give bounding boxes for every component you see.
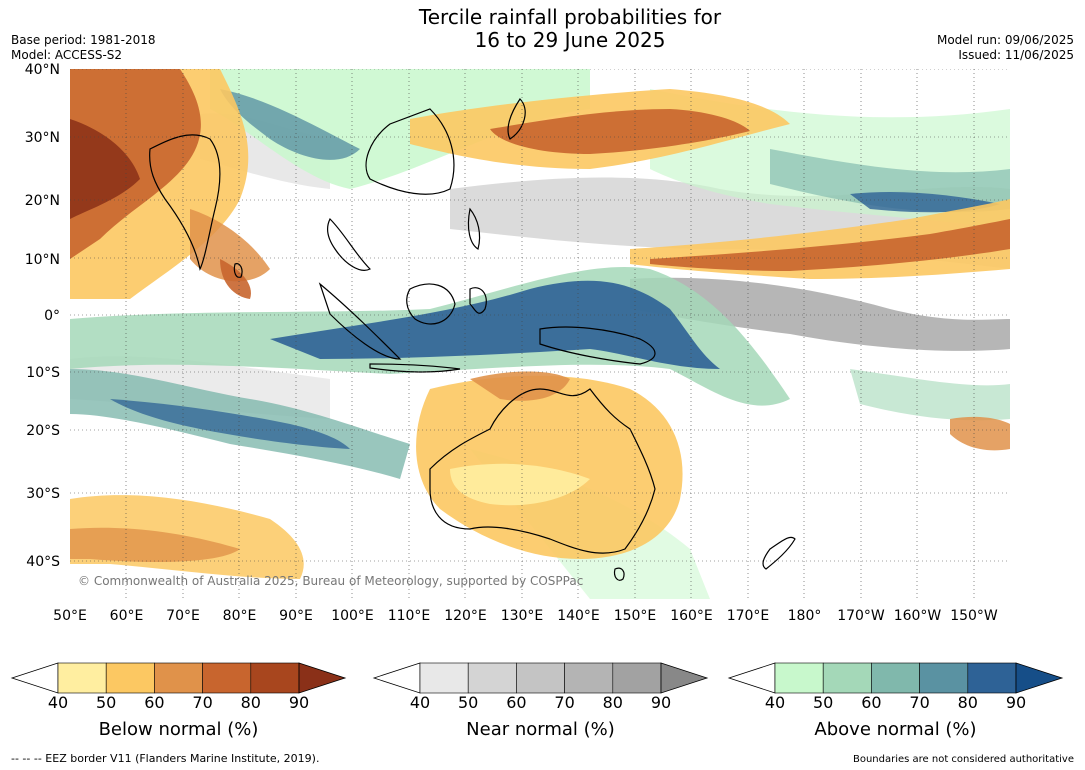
colorbar-segment: [967, 662, 1017, 694]
title-line-1: Tercile rainfall probabilities for: [418, 5, 722, 29]
colorbar-tick-label: 90: [650, 693, 672, 712]
colorbar-tick-label: 80: [957, 693, 978, 712]
new-zealand-outline: [762, 536, 796, 570]
sri-lanka-outline: [233, 263, 243, 278]
japan-outline: [507, 98, 526, 140]
sulawesi-outline: [469, 287, 487, 314]
australia-outline: [429, 388, 656, 554]
copyright-text: © Commonwealth of Australia 2025, Bureau…: [78, 574, 583, 588]
colorbar-segment: [419, 662, 469, 694]
colorbar-min-extension: [727, 662, 776, 694]
colorbar-segment: [871, 662, 920, 694]
colorbar-tick-label: 40: [764, 693, 786, 712]
longitude-label: 80°E: [222, 608, 257, 624]
colorbar-tick-label: 50: [96, 693, 117, 712]
philippines-outline: [467, 207, 481, 250]
coastlines: [149, 98, 796, 581]
model-run-text: Model run: 09/06/2025: [936, 33, 1074, 47]
china-coast-outline: [365, 108, 455, 195]
longitude-label: 50°E: [53, 608, 87, 624]
colorbar-tick-label: 90: [288, 693, 310, 712]
latitude-label: 10°S: [26, 365, 60, 381]
longitude-label: 130°E: [500, 608, 544, 624]
colorbar-segment: [822, 662, 872, 694]
new-guinea-outline: [539, 326, 656, 365]
colorbar-segment: [467, 662, 517, 694]
tasmania-outline: [613, 567, 625, 581]
java-outline: [369, 363, 461, 373]
latitude-label: 10°N: [24, 252, 60, 268]
longitude-label: 120°E: [444, 608, 487, 624]
colorbar-tick-label: 40: [47, 693, 69, 712]
boundaries-disclaimer: Boundaries are not considered authoritat…: [852, 754, 1074, 765]
india-outline: [149, 134, 221, 271]
colorbar-tick-label: 70: [554, 693, 575, 712]
above-colorbar: [727, 662, 1064, 694]
colorbar-tick-label: 50: [458, 693, 479, 712]
longitude-label: 160°W: [893, 608, 942, 624]
colorbar-tick-label: 70: [909, 693, 930, 712]
colorbar-max-extension: [660, 662, 709, 694]
colorbar-segment: [516, 662, 565, 694]
colorbar-segment: [612, 662, 662, 694]
latitude-label: 40°S: [26, 554, 60, 570]
colorbar-min-extension: [10, 662, 59, 694]
latitude-label: 20°S: [26, 423, 60, 439]
latitude-label: 30°N: [24, 130, 60, 146]
colorbar-min-extension: [372, 662, 421, 694]
near-colorbar: [372, 662, 709, 694]
colorbar-tick-label: 50: [813, 693, 834, 712]
graticule: [70, 69, 1010, 599]
colorbar-tick-label: 60: [144, 693, 165, 712]
longitude-label: 170°E: [726, 608, 770, 624]
latitude-label: 0°: [44, 308, 60, 324]
longitude-label: 110°E: [387, 608, 431, 624]
latitude-label: 30°S: [26, 486, 60, 502]
below-colorbar: [10, 662, 347, 694]
colorbar-max-extension: [1015, 662, 1064, 694]
eez-border-note: -- -- -- EEZ border V11 (Flanders Marine…: [11, 752, 320, 765]
longitude-label: 170°W: [837, 608, 885, 624]
issued-text: Issued: 11/06/2025: [958, 48, 1074, 62]
colorbar-tick-label: 60: [506, 693, 527, 712]
longitude-label: 70°E: [166, 608, 200, 624]
colorbar-segment: [250, 662, 300, 694]
colorbar-tick-label: 80: [602, 693, 623, 712]
longitude-label: 150°W: [950, 608, 998, 624]
latitude-label: 20°N: [24, 193, 60, 209]
latitude-label: 40°N: [24, 62, 60, 78]
colorbar-segment: [774, 662, 824, 694]
longitude-label: 90°E: [279, 608, 313, 624]
colorbar-segment: [564, 662, 614, 694]
colorbar-segment: [154, 662, 203, 694]
borneo-outline: [406, 283, 456, 325]
colorbar-tick-label: 40: [409, 693, 431, 712]
colorbar-max-extension: [298, 662, 347, 694]
longitude-label: 100°E: [331, 608, 374, 624]
longitude-label: 180°: [787, 608, 822, 624]
colorbar-tick-label: 70: [192, 693, 213, 712]
above-normal-regions: [70, 69, 1010, 599]
model-text: Model: ACCESS-S2: [11, 48, 123, 62]
colorbar-segment: [57, 662, 107, 694]
colorbar-segment: [105, 662, 155, 694]
longitude-label: 140°E: [557, 608, 600, 624]
longitude-label: 160°E: [670, 608, 713, 624]
below-normal-regions: [70, 69, 1010, 579]
colorbar-tick-label: 90: [1005, 693, 1027, 712]
colorbar-tick-label: 60: [861, 693, 882, 712]
malay-peninsula-outline: [326, 217, 372, 271]
longitude-label: 60°E: [109, 608, 144, 624]
sumatra-outline: [318, 282, 402, 360]
below-colorbar-title: Below normal (%): [98, 719, 259, 740]
longitude-label: 150°E: [613, 608, 657, 624]
title-line-2: 16 to 29 June 2025: [474, 28, 666, 52]
base-period-text: Base period: 1981-2018: [11, 33, 156, 47]
colorbar-tick-label: 80: [240, 693, 261, 712]
colorbar-segment: [202, 662, 252, 694]
probability-map: © Commonwealth of Australia 2025, Bureau…: [70, 69, 1010, 599]
above-colorbar-title: Above normal (%): [814, 719, 977, 740]
colorbar-segment: [919, 662, 969, 694]
near-colorbar-title: Near normal (%): [466, 719, 615, 740]
